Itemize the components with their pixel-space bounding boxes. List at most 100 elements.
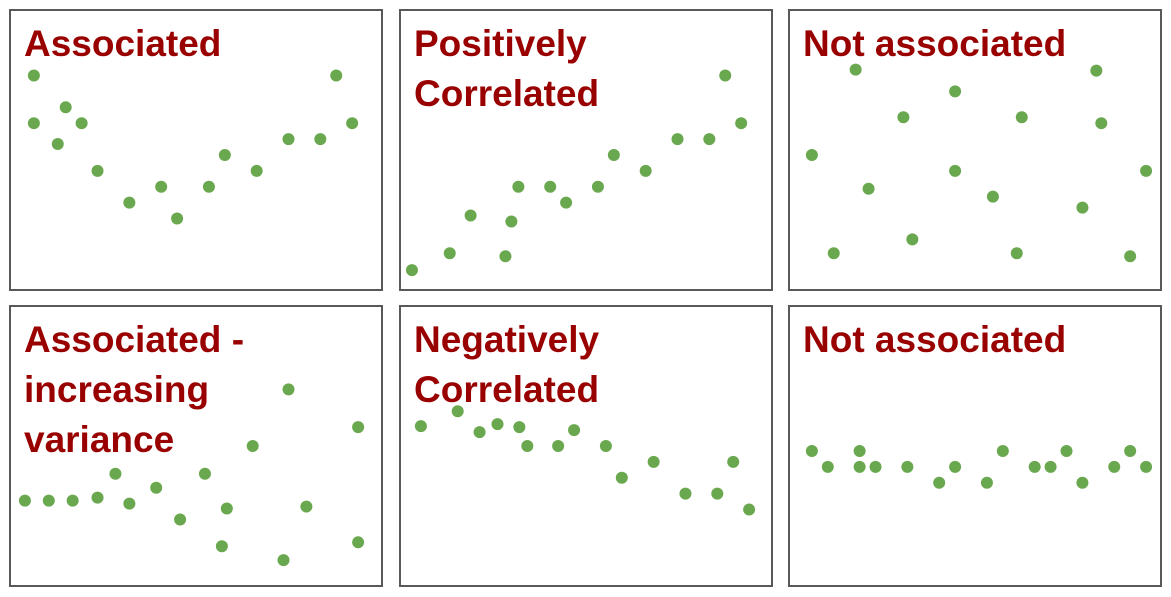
point xyxy=(901,460,914,473)
point xyxy=(615,471,628,484)
panel-title: Not associated xyxy=(803,23,1067,64)
point xyxy=(414,420,427,433)
point xyxy=(314,133,327,146)
point xyxy=(591,180,604,193)
point xyxy=(1044,460,1057,473)
point xyxy=(59,101,72,114)
point xyxy=(66,494,79,507)
scatter-panel: Associated - increasing variance xyxy=(9,305,383,587)
point xyxy=(853,460,866,473)
point xyxy=(568,424,581,437)
point xyxy=(1060,444,1073,457)
plot xyxy=(805,444,1153,489)
scatter-panel: Positively Correlated xyxy=(399,9,773,291)
point xyxy=(405,264,418,277)
point xyxy=(933,476,946,489)
point xyxy=(711,487,724,500)
point xyxy=(897,111,910,124)
point xyxy=(599,440,612,452)
point xyxy=(1140,164,1153,177)
point xyxy=(949,85,962,98)
point xyxy=(473,426,486,439)
point xyxy=(250,164,263,177)
point xyxy=(949,164,962,177)
point xyxy=(560,196,573,209)
panel-title: Positively Correlated xyxy=(414,23,600,114)
point xyxy=(743,503,756,516)
point xyxy=(451,405,464,418)
point xyxy=(155,180,168,193)
point xyxy=(218,148,231,161)
point xyxy=(647,455,660,468)
point xyxy=(277,554,290,567)
point xyxy=(174,513,187,526)
point xyxy=(1010,247,1023,260)
point xyxy=(42,494,55,507)
point xyxy=(980,476,993,489)
point xyxy=(220,502,233,515)
point xyxy=(827,247,840,260)
point xyxy=(18,494,31,507)
point xyxy=(171,212,184,225)
plot xyxy=(405,69,748,277)
point xyxy=(1015,111,1028,124)
point xyxy=(505,215,518,228)
point xyxy=(282,383,295,396)
point xyxy=(869,460,882,473)
point xyxy=(27,117,40,130)
point xyxy=(805,444,818,457)
point xyxy=(352,421,365,434)
point xyxy=(215,540,228,553)
point xyxy=(906,233,919,246)
point xyxy=(552,440,565,452)
point xyxy=(464,209,477,222)
point xyxy=(109,467,122,480)
point xyxy=(202,180,215,193)
point xyxy=(330,69,343,82)
point xyxy=(853,444,866,457)
point xyxy=(1076,201,1089,214)
point xyxy=(735,117,748,130)
point xyxy=(727,455,740,468)
point xyxy=(862,182,875,195)
point xyxy=(346,117,359,130)
panel-title: Not associated xyxy=(803,319,1067,360)
point xyxy=(1140,460,1153,473)
scatter-panel: Not associated xyxy=(788,9,1162,291)
point xyxy=(949,460,962,473)
point xyxy=(544,180,557,193)
point xyxy=(805,148,818,161)
point xyxy=(300,500,313,513)
point xyxy=(679,487,692,500)
point xyxy=(1108,460,1121,473)
point xyxy=(1090,64,1103,77)
point xyxy=(150,481,163,494)
point xyxy=(91,164,104,177)
point xyxy=(91,491,104,504)
point xyxy=(821,460,834,473)
point xyxy=(639,164,652,177)
point xyxy=(521,440,534,452)
point xyxy=(123,497,136,510)
point xyxy=(671,133,684,146)
panel-title: Associated - increasing variance xyxy=(24,319,245,460)
point xyxy=(1095,117,1108,130)
point xyxy=(996,444,1009,457)
point xyxy=(198,467,211,480)
point xyxy=(986,190,999,203)
point xyxy=(51,138,64,151)
scatter-panel: Negatively Correlated xyxy=(399,305,773,587)
point xyxy=(352,536,365,549)
point xyxy=(123,196,136,209)
point xyxy=(499,250,512,263)
point xyxy=(246,440,259,452)
point xyxy=(443,247,456,260)
plot xyxy=(18,383,365,567)
point xyxy=(512,180,525,193)
scatter-panel: Associated xyxy=(9,9,383,291)
point xyxy=(75,117,88,130)
panel-title: Negatively Correlated xyxy=(414,319,600,410)
point xyxy=(1124,444,1137,457)
plot xyxy=(27,69,359,225)
point xyxy=(719,69,732,82)
